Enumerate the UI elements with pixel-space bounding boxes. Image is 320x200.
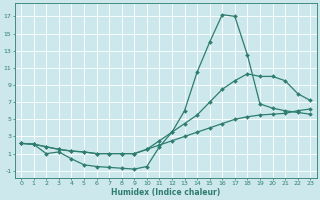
X-axis label: Humidex (Indice chaleur): Humidex (Indice chaleur) — [111, 188, 220, 197]
